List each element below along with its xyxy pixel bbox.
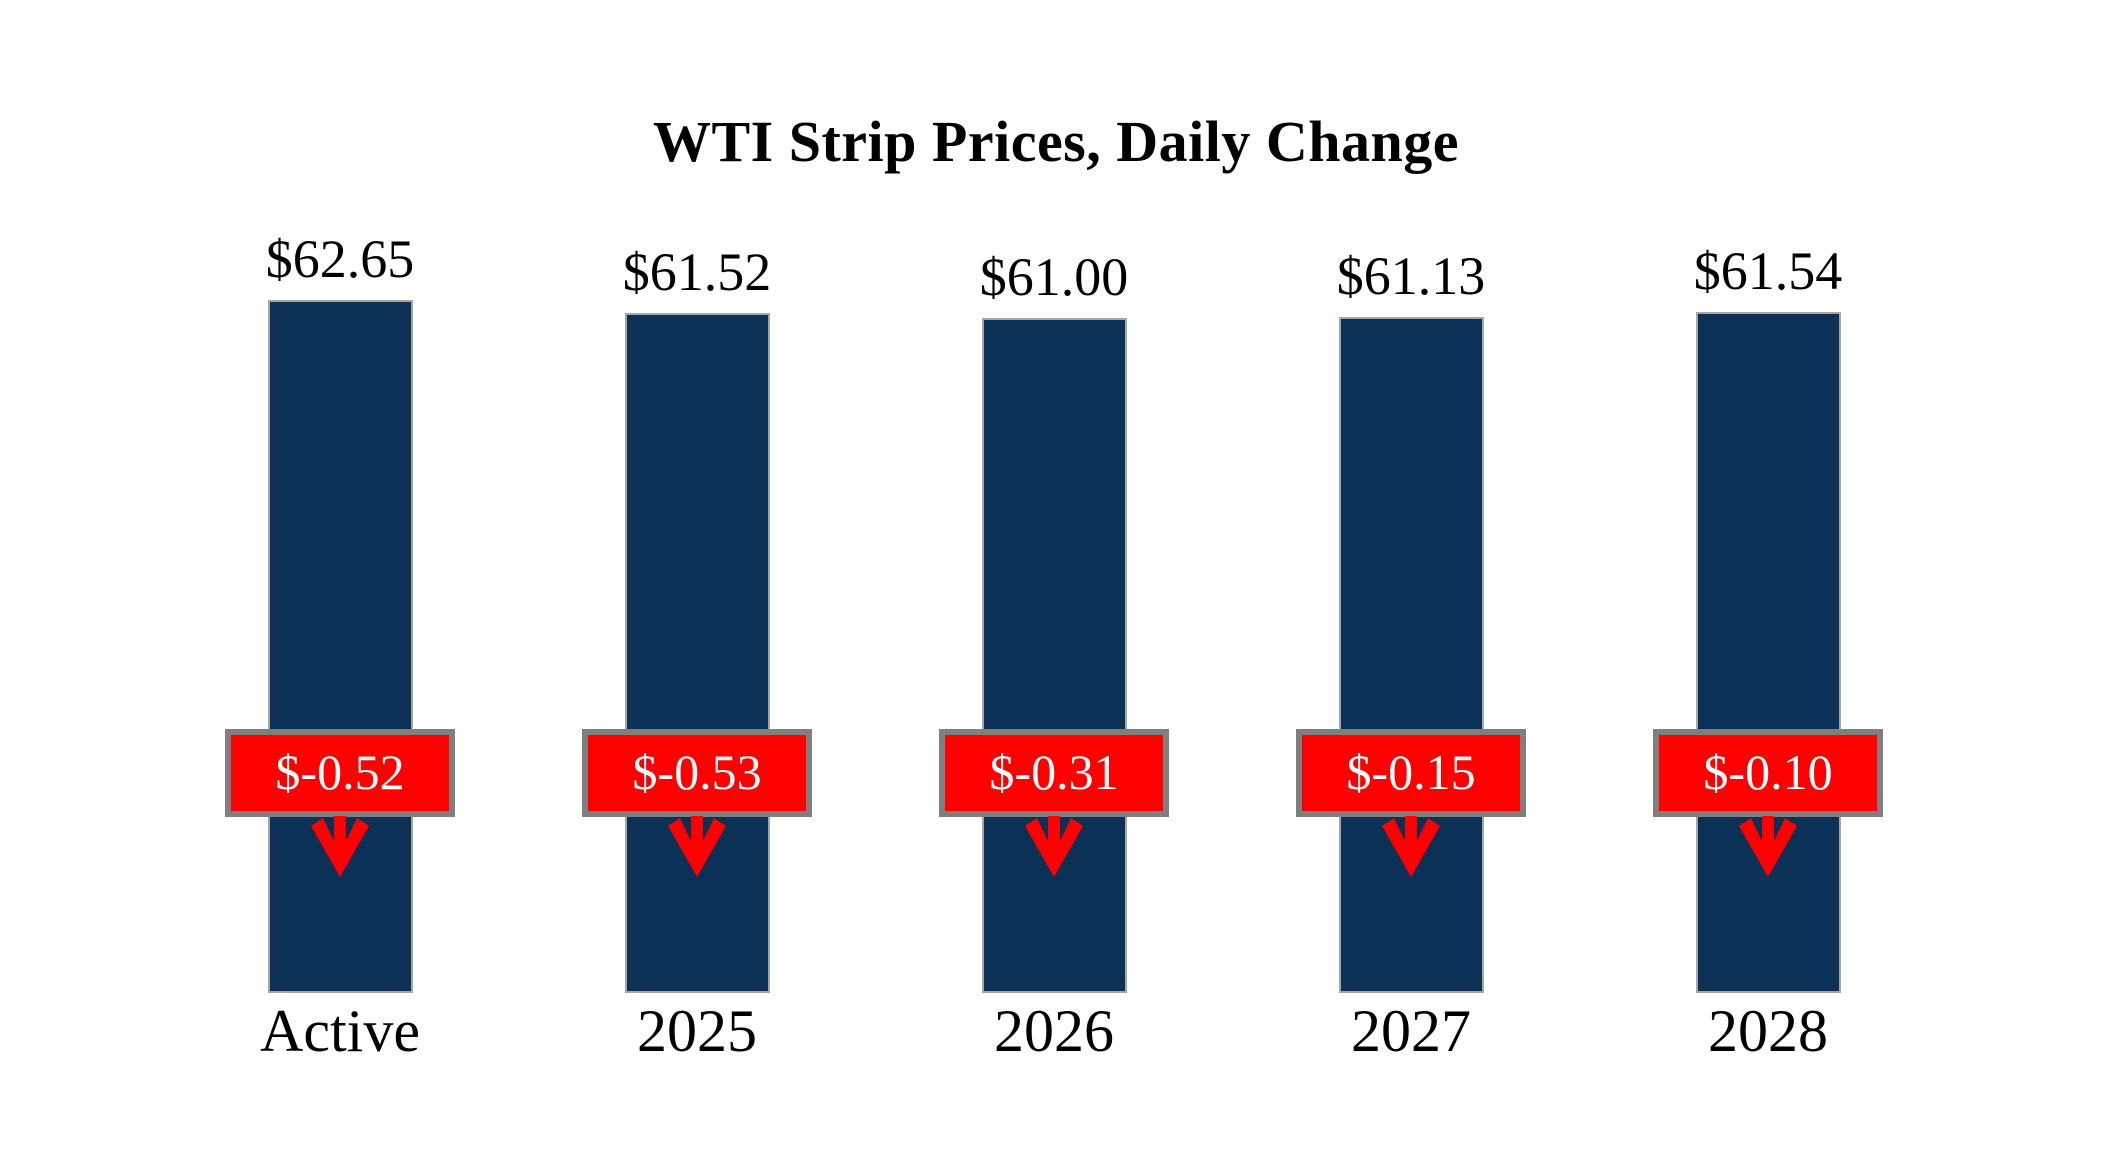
down-arrow-icon xyxy=(1382,816,1440,877)
category-label: Active xyxy=(260,998,420,1064)
price-label: $61.13 xyxy=(1336,246,1486,306)
price-label: $61.54 xyxy=(1693,241,1843,301)
category-label: 2025 xyxy=(637,998,757,1064)
price-bar xyxy=(624,313,770,993)
daily-change-badge: $-0.15 xyxy=(1296,729,1526,817)
price-bar xyxy=(981,318,1127,993)
down-arrow-icon xyxy=(668,816,726,877)
price-bar xyxy=(1695,312,1841,993)
down-arrow-icon xyxy=(311,816,369,877)
price-label: $61.52 xyxy=(622,242,772,302)
price-label: $61.00 xyxy=(979,247,1129,307)
daily-change-badge: $-0.52 xyxy=(225,729,455,817)
daily-change-badge: $-0.10 xyxy=(1653,729,1883,817)
category-label: 2026 xyxy=(994,998,1114,1064)
price-bar xyxy=(1338,317,1484,993)
daily-change-badge: $-0.31 xyxy=(939,729,1169,817)
category-label: 2028 xyxy=(1708,998,1828,1064)
category-label: 2027 xyxy=(1351,998,1471,1064)
price-bar xyxy=(267,300,413,993)
chart-title: WTI Strip Prices, Daily Change xyxy=(652,109,1460,174)
down-arrow-icon xyxy=(1025,816,1083,877)
down-arrow-icon xyxy=(1739,816,1797,877)
price-label: $62.65 xyxy=(265,229,415,289)
daily-change-badge: $-0.53 xyxy=(582,729,812,817)
